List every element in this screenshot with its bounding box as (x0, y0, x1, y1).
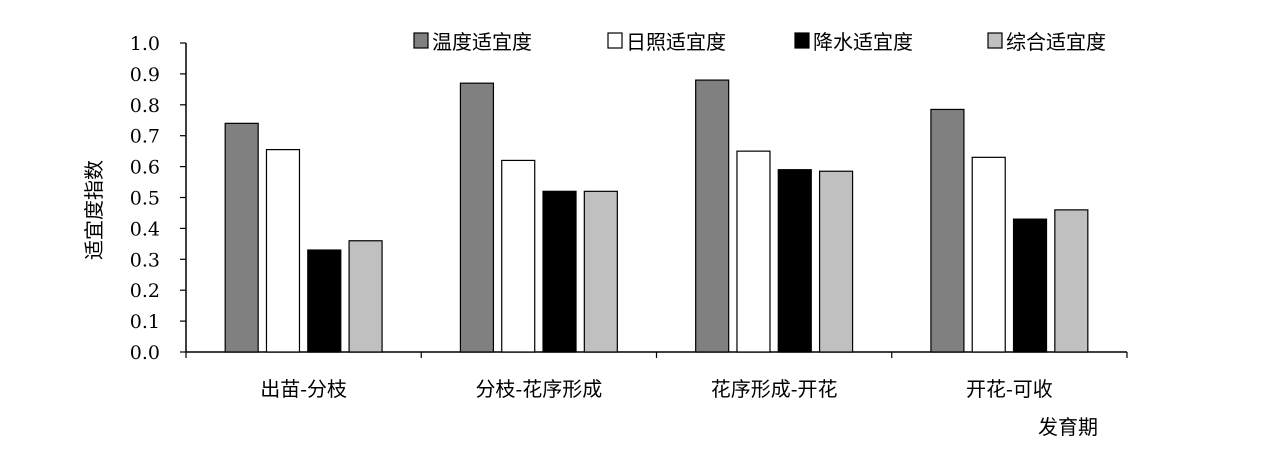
bar-3-3 (777, 169, 812, 353)
category-label: 开花-可收 (966, 377, 1053, 401)
category-label: 花序形成-开花 (711, 377, 838, 401)
legend: 温度适宜度 日照适宜度 降水适宜度 综合适宜度 (413, 30, 1106, 54)
bar-2-4 (583, 190, 618, 353)
y-tick-label: 0.5 (130, 188, 160, 210)
bar-1-2 (265, 149, 301, 353)
bar-3-2 (736, 150, 771, 353)
legend-label: 温度适宜度 (432, 30, 532, 54)
bar-1-4 (348, 240, 383, 353)
bar-4-2 (971, 156, 1006, 353)
y-tick-label: 0.3 (130, 249, 160, 271)
y-tick-label: 0.8 (130, 95, 160, 117)
y-tick-label: 0.7 (130, 126, 160, 148)
legend-swatch (413, 32, 429, 49)
category-labels: 出苗-分枝 分枝-花序形成 花序形成-开花 开花-可收 (260, 377, 1053, 401)
y-tick-label: 0.4 (130, 218, 160, 240)
legend-label: 降水适宜度 (813, 30, 913, 54)
y-tick-label: 0.6 (130, 157, 160, 179)
bar-2-1 (459, 82, 495, 353)
bar-4-3 (1012, 218, 1048, 353)
y-axis-title: 适宜度指数 (82, 160, 106, 260)
bar-1-1 (224, 122, 259, 353)
x-axis (185, 351, 1128, 358)
category-label: 出苗-分枝 (260, 377, 347, 401)
bar-1-3 (307, 249, 342, 353)
y-axis: 0.0 0.1 0.2 0.3 0.4 0.5 0.6 0.7 0.8 0.9 1.0 (130, 33, 187, 364)
y-tick-label: 0.1 (130, 311, 160, 333)
bar-2-3 (542, 190, 577, 353)
legend-label: 日照适宜度 (626, 30, 726, 54)
bar-3-4 (818, 170, 854, 353)
legend-label: 综合适宜度 (1006, 30, 1106, 54)
x-axis-title: 发育期 (1038, 415, 1098, 439)
y-tick-label: 0.9 (130, 64, 160, 86)
bar-4-4 (1054, 209, 1089, 353)
bar-2-2 (501, 159, 536, 353)
category-label: 分枝-花序形成 (475, 377, 602, 401)
y-tick-label: 0.2 (130, 280, 160, 302)
y-tick-label: 1.0 (130, 33, 160, 55)
bars (224, 79, 1089, 353)
bar-3-1 (695, 79, 730, 353)
legend-swatch (987, 32, 1003, 49)
bar-4-1 (930, 108, 965, 353)
legend-swatch (794, 32, 810, 49)
legend-swatch (607, 32, 623, 49)
y-tick-label: 0.0 (130, 342, 160, 364)
